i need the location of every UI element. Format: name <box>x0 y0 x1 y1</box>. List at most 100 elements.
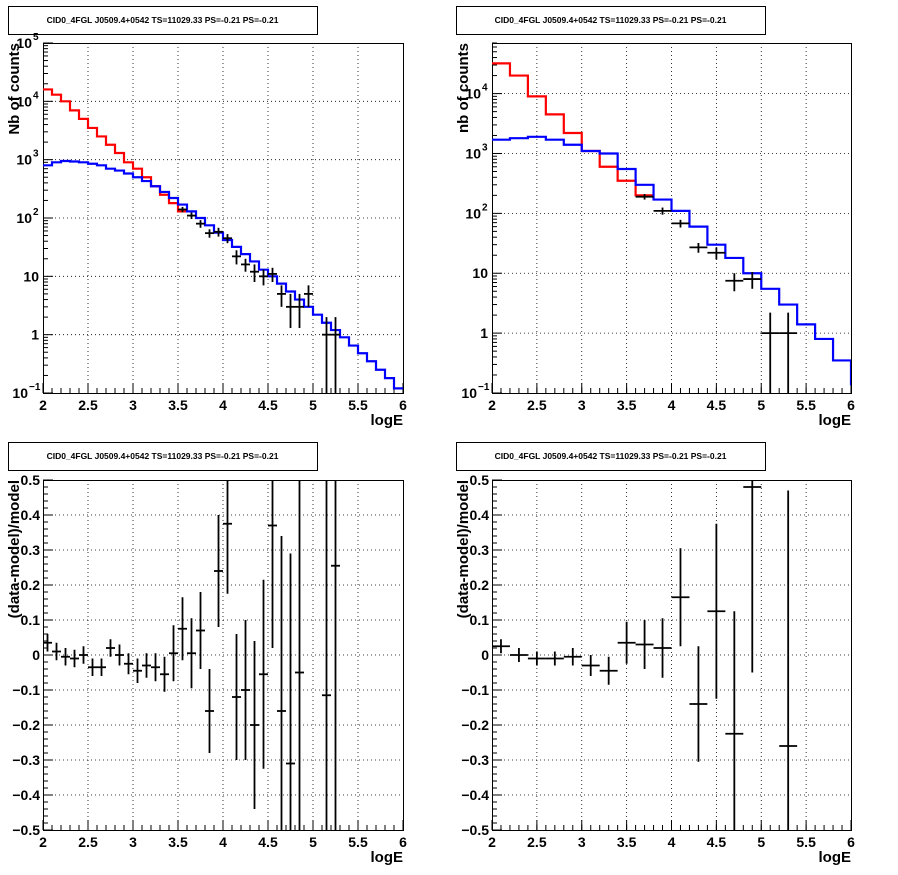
x-tick-label: 2 <box>488 834 496 850</box>
y-tick-label: 1 <box>31 327 39 343</box>
y-axis-label: (data-model)/model <box>6 480 23 618</box>
y-axis-label: nb of counts <box>455 43 472 133</box>
x-tick-label: 4.5 <box>258 834 278 850</box>
series-line-2 <box>43 159 403 390</box>
x-tick-label: 2 <box>488 397 496 413</box>
data-point <box>43 634 52 652</box>
data-point <box>277 285 286 307</box>
y-tick-exponent: 5 <box>33 32 39 43</box>
data-point <box>79 646 88 664</box>
x-tick-label: 5 <box>757 397 765 413</box>
x-tick-label: 3.5 <box>168 397 188 413</box>
y-tick-label: 0 <box>32 647 40 663</box>
x-tick-label: 6 <box>399 834 407 850</box>
y-tick-label: −0.2 <box>461 717 489 733</box>
data-point <box>322 317 331 393</box>
data-point <box>545 651 564 666</box>
x-axis-label: logE <box>371 849 404 866</box>
chart-panel-bottom-left: CID0_4FGL J0509.4+0542 TS=11029.33 PS=-0… <box>6 442 407 866</box>
data-point <box>295 480 304 830</box>
data-point <box>223 234 232 244</box>
data-point <box>268 480 277 648</box>
x-tick-label: 2 <box>39 834 47 850</box>
x-tick-label: 5 <box>309 834 317 850</box>
y-tick-label: −0.3 <box>12 752 40 768</box>
data-point <box>250 264 259 282</box>
series-line-1 <box>492 62 654 197</box>
title-box <box>456 6 766 35</box>
data-point <box>509 648 528 662</box>
chart-panel-top-right: CID0_4FGL J0509.4+0542 TS=11029.33 PS=-0… <box>455 6 855 429</box>
data-point <box>617 621 636 664</box>
y-tick-label: 10 <box>465 86 481 102</box>
y-tick-label: 0.5 <box>470 472 490 488</box>
x-tick-label: 2.5 <box>78 397 98 413</box>
data-point <box>259 579 268 769</box>
data-point <box>295 293 304 329</box>
series-line-2 <box>492 135 851 386</box>
data-point <box>232 634 241 760</box>
data-point <box>241 620 250 760</box>
data-point <box>205 229 214 238</box>
x-tick-label: 4.5 <box>707 834 727 850</box>
data-point <box>331 317 340 393</box>
data-point <box>671 548 690 647</box>
y-tick-label: 0.4 <box>21 507 41 523</box>
y-tick-label: 0.2 <box>21 577 41 593</box>
data-point <box>725 273 744 292</box>
y-axis-label: (data-model)/model <box>455 480 472 618</box>
x-tick-label: 6 <box>399 397 407 413</box>
y-tick-exponent: 3 <box>482 142 488 153</box>
y-tick-exponent: 2 <box>33 207 39 218</box>
data-point <box>277 536 286 830</box>
y-tick-label: 10 <box>465 145 481 161</box>
data-point <box>707 247 726 260</box>
title-box <box>8 442 318 471</box>
y-tick-label: 0.1 <box>470 612 490 628</box>
data-point <box>178 206 187 213</box>
y-tick-exponent: −1 <box>478 382 490 393</box>
x-tick-label: 3.5 <box>168 834 188 850</box>
data-point <box>115 644 124 666</box>
data-point <box>653 618 672 678</box>
y-tick-label: −0.5 <box>12 822 40 838</box>
y-tick-exponent: −1 <box>29 382 41 393</box>
y-tick-label: 0.2 <box>470 577 490 593</box>
y-tick-label: −0.3 <box>461 752 489 768</box>
data-point <box>707 523 726 699</box>
data-point <box>259 269 268 286</box>
data-point <box>635 620 654 669</box>
data-point <box>286 553 295 830</box>
y-tick-label: 0.3 <box>21 542 41 558</box>
y-tick-label: 10 <box>472 265 488 281</box>
data-point <box>151 653 160 682</box>
x-tick-label: 5.5 <box>796 834 816 850</box>
data-point <box>52 642 61 661</box>
data-point <box>223 480 232 594</box>
data-point <box>187 618 196 689</box>
data-point <box>70 649 79 668</box>
data-point <box>169 625 178 682</box>
data-point <box>286 293 295 329</box>
y-tick-label: 0.3 <box>470 542 490 558</box>
y-tick-label: 10 <box>461 385 477 401</box>
x-tick-label: 2 <box>39 397 47 413</box>
data-point <box>160 656 169 692</box>
x-tick-label: 3 <box>129 397 137 413</box>
y-tick-label: 10 <box>16 35 32 51</box>
x-tick-label: 5.5 <box>796 397 816 413</box>
data-point <box>743 271 762 289</box>
y-tick-label: 0.5 <box>21 472 41 488</box>
y-tick-label: 10 <box>16 210 32 226</box>
x-tick-label: 6 <box>847 397 855 413</box>
y-tick-label: −0.1 <box>12 682 40 698</box>
y-tick-label: 1 <box>480 325 488 341</box>
data-point <box>205 669 214 753</box>
x-tick-label: 2.5 <box>78 834 98 850</box>
data-point <box>214 227 223 237</box>
data-point <box>689 242 708 253</box>
data-point <box>527 651 546 666</box>
data-point <box>689 646 708 762</box>
x-tick-label: 4 <box>219 834 227 850</box>
